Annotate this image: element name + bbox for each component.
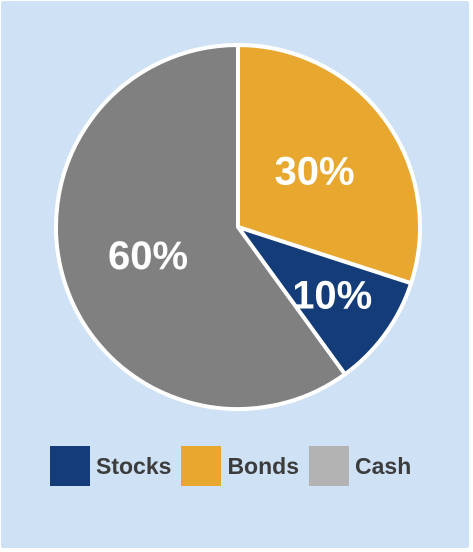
legend-item-stocks: Stocks [50,446,171,486]
legend-item-bonds: Bonds [181,446,299,486]
pie-label-bonds: 30% [275,149,355,193]
pie-slice-stocks [236,225,414,377]
pie-label-stocks: 10% [292,273,372,317]
legend-swatch-cash [309,446,349,486]
pie-slice-bonds [236,43,422,286]
legend-swatch-bonds [181,446,222,486]
legend-item-cash: Cash [309,446,411,486]
legend-label-bonds: Bonds [227,452,299,479]
pie-label-cash: 60% [108,234,188,278]
pie-chart: 30% 10% 60% [54,43,422,411]
legend-label-cash: Cash [355,452,412,479]
legend-label-stocks: Stocks [96,452,172,479]
legend: Stocks Bonds Cash [50,446,421,486]
legend-swatch-stocks [50,446,90,486]
pie-slice-cash [54,43,347,411]
